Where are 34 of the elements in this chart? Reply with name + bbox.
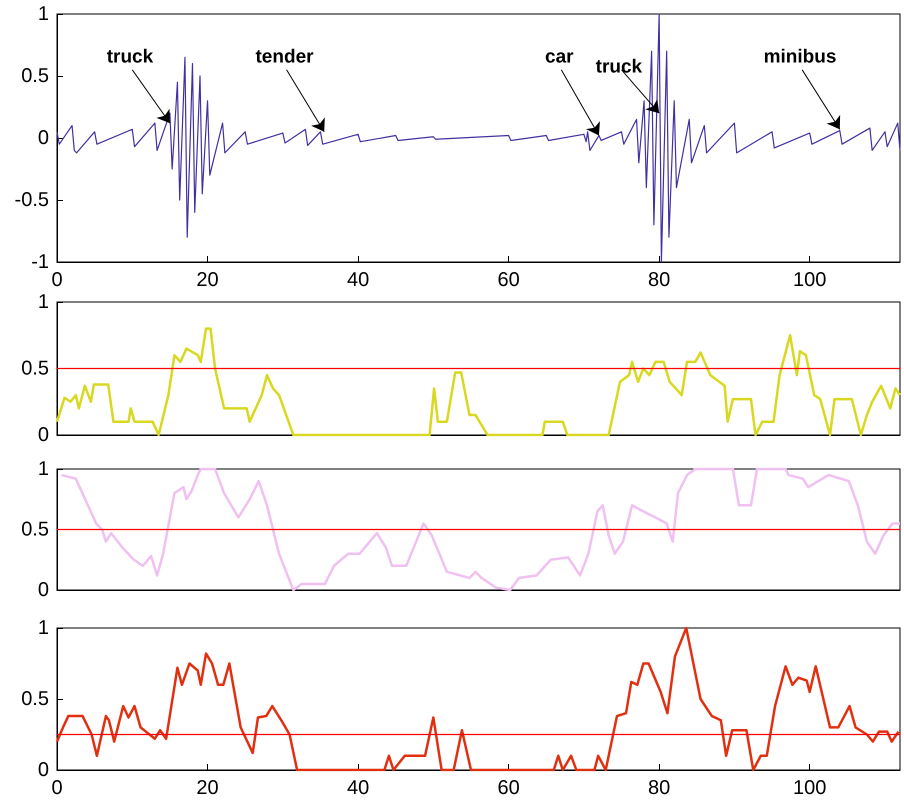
y-tick-label: 0.5 (21, 65, 49, 87)
x-tick-label: 0 (51, 269, 63, 291)
y-tick-label: -0.5 (14, 189, 49, 211)
annotation: truck (596, 56, 643, 78)
y-tick-label: 0 (38, 127, 49, 149)
x-tick-label: 20 (196, 777, 219, 799)
y-tick-label: 1 (38, 458, 49, 480)
y-tick-label: 0 (38, 424, 49, 446)
x-tick-label: 0 (51, 777, 63, 799)
y-tick-label: 0.5 (21, 358, 49, 380)
annotation: truck (106, 46, 154, 68)
y-tick-label: 0 (38, 759, 49, 781)
y-tick-label: 0.5 (21, 518, 49, 540)
x-tick-label: 40 (346, 777, 370, 799)
line-series (56, 13, 901, 263)
y-tick-label: 0 (38, 579, 49, 601)
y-tick-label: 1 (38, 3, 49, 25)
line-series (60, 468, 902, 592)
annotation: car (545, 46, 574, 68)
x-tick-label: 80 (648, 777, 670, 799)
x-tick-label: 60 (497, 269, 520, 291)
x-tick-label: 40 (346, 269, 370, 291)
line-series (56, 626, 900, 772)
x-tick-label: 80 (648, 269, 670, 291)
x-tick-label: 100 (792, 777, 826, 799)
annotation: tender (255, 46, 314, 68)
y-tick-label: 0.5 (21, 688, 49, 710)
y-tick-label: -1 (31, 251, 49, 273)
y-tick-label: 1 (38, 291, 49, 313)
x-tick-label: 20 (196, 269, 219, 291)
x-tick-label: 60 (497, 777, 520, 799)
annotation: minibus (764, 46, 836, 68)
y-tick-label: 1 (38, 617, 49, 639)
x-tick-label: 100 (792, 269, 826, 291)
